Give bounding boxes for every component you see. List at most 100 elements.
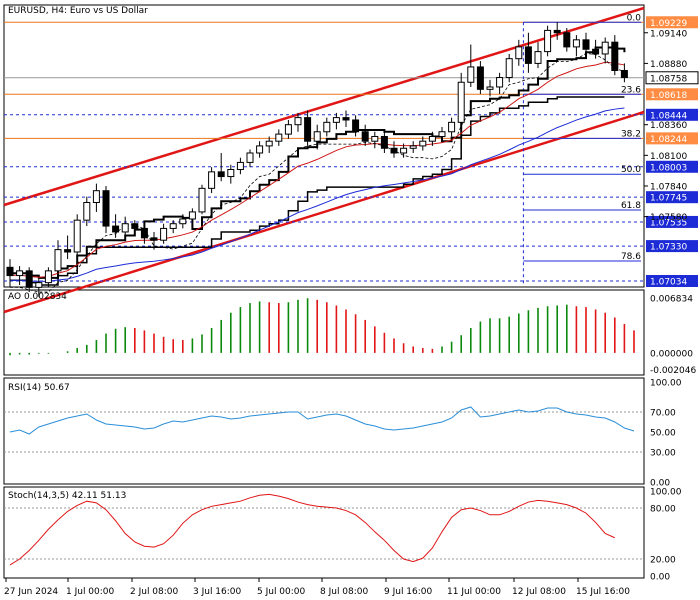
candle-body (323, 121, 331, 133)
ao-axis-label: 0.000000 (650, 349, 693, 359)
candle-body (140, 227, 148, 239)
candle-body (467, 66, 475, 83)
candle-body (457, 81, 465, 123)
candle-body (544, 29, 552, 53)
candle-body (390, 147, 398, 154)
candle-body (419, 140, 427, 147)
candle-body (505, 58, 513, 79)
candle-body (400, 147, 408, 154)
rsi-panel (3, 377, 645, 485)
level-tag-bg (646, 274, 698, 287)
candle-body (592, 48, 600, 55)
candle-body (256, 145, 264, 154)
ao-title: AO 0.002834 (8, 292, 67, 302)
candle-body (73, 219, 81, 253)
candle-body (198, 187, 206, 213)
fib-label: 50.0 (621, 165, 641, 175)
candle-body (275, 133, 283, 142)
candle-body (572, 39, 580, 48)
candle-body (313, 131, 321, 142)
candle-body (620, 69, 628, 79)
candle-body (54, 249, 62, 272)
fib-label: 0.0 (627, 13, 642, 23)
level-tag: 1.08758 (650, 74, 687, 84)
time-axis-label: 2 Jul 08:00 (130, 587, 179, 597)
stoch-axis-label: 80.00 (650, 505, 676, 515)
stoch-axis-label: 100.00 (650, 488, 682, 498)
time-axis-label: 1 Jul 00:00 (66, 587, 115, 597)
time-axis-label: 8 Jul 08:00 (320, 587, 369, 597)
price-tick-label: 1.07840 (650, 182, 687, 192)
level-tag: 1.09229 (650, 19, 687, 29)
candle-body (304, 117, 312, 142)
ao-axis-label: -0.002046 (650, 366, 696, 376)
time-axis-label: 12 Jul 08:00 (512, 587, 566, 597)
time-axis-label: 27 Jun 2024 (4, 587, 58, 597)
candle-body (44, 270, 52, 284)
level-tag-bg (646, 108, 698, 121)
candle-body (188, 211, 196, 220)
candle-body (582, 39, 590, 50)
fib-label: 78.6 (621, 252, 641, 262)
level-tag-bg (646, 191, 698, 204)
candle-body (563, 32, 571, 48)
candle-body (534, 51, 542, 64)
candle-body (428, 135, 436, 142)
candle-body (236, 161, 244, 170)
candle-body (524, 46, 532, 64)
level-tag-bg (646, 88, 698, 101)
level-tag: 1.07535 (650, 218, 687, 228)
candle-body (6, 266, 14, 277)
candle-body (448, 121, 456, 133)
level-tag: 1.07330 (650, 243, 687, 253)
ema-line (9, 61, 625, 278)
level-tag: 1.07745 (650, 194, 687, 204)
candle-body (83, 201, 91, 221)
candle-body (102, 190, 110, 227)
candle-body (179, 218, 187, 225)
candle-body (601, 41, 609, 55)
candle-body (476, 66, 484, 90)
level-tag-bg (646, 240, 698, 253)
candle-body (246, 152, 254, 163)
candle-body (486, 86, 494, 90)
time-axis-label: 15 Jul 16:00 (576, 587, 630, 597)
candle-body (409, 145, 417, 149)
level-tag-bg (646, 132, 698, 145)
fib-label: 23.6 (621, 85, 641, 95)
rsi-line (9, 406, 635, 435)
level-tag: 1.08003 (650, 163, 687, 173)
time-axis-label: 5 Jul 00:00 (257, 587, 306, 597)
candle-body (265, 140, 273, 147)
ao-axis-label: 0.006834 (650, 294, 693, 304)
level-tag: 1.08244 (650, 135, 687, 145)
level-tag-bg (646, 160, 698, 173)
chart-header: EURUSD, H4: Euro vs US Dollar (8, 6, 148, 16)
candle-body (217, 171, 225, 178)
candle-body (169, 223, 177, 229)
candle-body (352, 119, 360, 133)
candle-body (342, 117, 350, 121)
lower-channel-line (3, 110, 645, 314)
stoch-line (9, 493, 616, 566)
candle-body (64, 249, 72, 253)
rsi-axis-label: 100.00 (650, 379, 682, 389)
level-tag-bg (646, 16, 698, 29)
rsi-axis-label: 30.00 (650, 449, 676, 459)
price-tick-label: 1.08360 (650, 121, 687, 131)
candle-body (438, 131, 446, 137)
candle-body (361, 131, 369, 142)
candle-body (121, 223, 129, 233)
candle-body (150, 237, 158, 241)
candle-body (515, 46, 523, 60)
candle-body (25, 270, 33, 288)
fib-label: 38.2 (621, 129, 641, 139)
candle-body (294, 117, 302, 126)
candle-body (92, 190, 100, 203)
candle-body (371, 135, 379, 142)
stoch-panel (3, 486, 645, 579)
time-axis-label: 3 Jul 16:00 (193, 587, 242, 597)
stoch-axis-label: 20.00 (650, 556, 676, 566)
candle-body (160, 227, 168, 241)
